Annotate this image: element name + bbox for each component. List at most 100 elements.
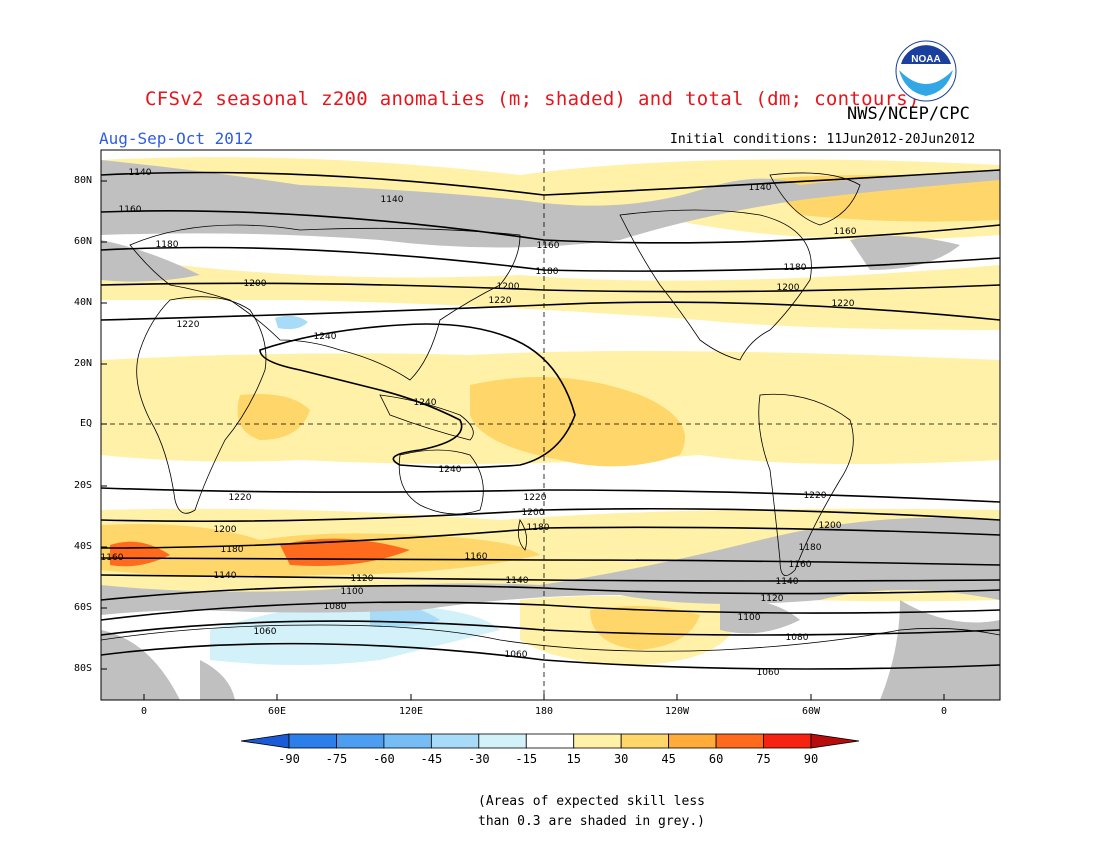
contour-label: 1160 (101, 553, 124, 563)
latitude-label: 40S (73, 541, 92, 552)
contour-1140-sh (101, 574, 1000, 582)
anomaly-negative-patch (275, 315, 308, 330)
contour-1080-sh (101, 620, 1000, 636)
footnote-line-1: (Areas of expected skill less (478, 794, 705, 809)
contour-label: 1140 (749, 183, 772, 193)
contour-label: 1200 (819, 521, 842, 531)
colorbar-tick-label: 45 (661, 752, 676, 766)
coastline-australia (398, 449, 484, 515)
colorbar-segment (383, 733, 432, 749)
map-frame (100, 149, 1001, 701)
contour-1140-nh (101, 169, 1000, 196)
low-skill-grey-area (101, 160, 1000, 248)
contour-label: 1200 (522, 508, 545, 518)
contour-1200-sh (101, 507, 1000, 523)
contour-1120-sh (101, 584, 1000, 601)
colorbar-tick-label: -15 (515, 752, 538, 766)
agency-label: NWS/NCEP/CPC (847, 104, 970, 124)
contour-1240 (259, 323, 576, 469)
coastline-eurasia (129, 224, 521, 381)
colorbar-segment (810, 733, 860, 749)
contour-label: 1060 (505, 650, 528, 660)
longitude-label: 120W (664, 706, 690, 717)
coastline-south-america (758, 393, 854, 577)
longitude-label: 180 (534, 706, 554, 717)
contour-label-group: 1140 1140 1140 1160 1160 1160 1180 1180 … (101, 168, 857, 678)
contour-1160-sh (101, 557, 1000, 566)
contour-label: 1160 (537, 241, 560, 251)
axis-ticks (101, 180, 945, 700)
contour-label: 1100 (341, 587, 364, 597)
longitude-label: 0 (940, 706, 948, 717)
longitude-label: 120E (398, 706, 424, 717)
colorbar-segment (763, 733, 812, 749)
coastline-africa (136, 296, 267, 514)
latitude-label: 80N (73, 175, 92, 186)
contour-label: 1160 (465, 552, 488, 562)
contour-label: 1160 (789, 560, 812, 570)
colorbar-tick-label: -30 (467, 752, 490, 766)
colorbar-tick-label: 75 (756, 752, 771, 766)
contour-1220-sh (101, 487, 1000, 503)
colorbar-tick-label: -45 (420, 752, 443, 766)
contour-label: 1220 (524, 493, 547, 503)
contour-1160-nh (101, 210, 1000, 244)
contour-label: 1180 (156, 240, 179, 250)
contour-label: 1220 (229, 493, 252, 503)
colorbar-tick-label: -90 (278, 752, 300, 766)
colorbar-segment (573, 733, 622, 749)
contour-label: 1120 (351, 574, 374, 584)
low-skill-grey-area (880, 600, 1000, 700)
contour-label: 1180 (784, 263, 807, 273)
logo-text: NOAA (911, 54, 940, 65)
contour-1180-sh (101, 526, 1000, 549)
colorbar-tick-label: 90 (803, 752, 819, 766)
colorbar-segment (430, 733, 480, 749)
longitude-label: 0 (140, 706, 148, 717)
contour-label: 1200 (777, 283, 800, 293)
contour-label: 1200 (497, 282, 520, 292)
contour-label: 1140 (129, 168, 152, 178)
latitude-label: EQ (79, 418, 92, 429)
contour-label: 1080 (324, 602, 347, 612)
contour-label: 1140 (214, 571, 237, 581)
contour-label: 1200 (244, 279, 267, 289)
contour-label: 1220 (177, 320, 200, 330)
contour-label: 1200 (214, 525, 237, 535)
contour-label: 1180 (799, 543, 822, 553)
contour-label: 1140 (506, 576, 529, 586)
coastline-antarctica (101, 624, 1000, 652)
low-skill-grey-area (101, 630, 180, 700)
contour-1220-nh (101, 301, 1000, 321)
initial-conditions-label: Initial conditions: 11Jun2012-20Jun2012 (670, 132, 976, 147)
colorbar-segment (478, 733, 527, 749)
contour-label: 1140 (776, 577, 799, 587)
contour-label: 1180 (527, 523, 550, 533)
anomaly-positive-patch (470, 377, 685, 467)
colorbar-segment (240, 733, 290, 749)
colorbar-tick-label: 30 (613, 752, 629, 766)
low-skill-grey-area (720, 599, 800, 634)
contour-label: 1220 (832, 299, 855, 309)
anomaly-positive-patch (237, 394, 310, 440)
contour-1100-sh (101, 601, 1000, 621)
anomaly-positive-patch (590, 606, 700, 650)
longitude-label: 60W (801, 706, 821, 717)
height-contours (101, 169, 1000, 670)
coastlines (101, 172, 1000, 652)
chart-title: CFSv2 seasonal z200 anomalies (m; shaded… (145, 88, 920, 110)
footnote-line-2: than 0.3 are shaded in grey.) (478, 814, 705, 829)
contour-label: 1240 (439, 465, 462, 475)
contour-label: 1160 (834, 227, 857, 237)
contour-label: 1220 (489, 296, 512, 306)
contour-label: 1100 (738, 613, 761, 623)
low-skill-grey-area (101, 517, 1000, 615)
contour-label: 1240 (414, 398, 437, 408)
latitude-label: 60N (73, 236, 92, 247)
skill-footnote: (Areas of expected skill less than 0.3 a… (478, 792, 705, 832)
contour-label: 1060 (757, 668, 780, 678)
colorbar-segment (715, 733, 764, 749)
contour-label: 1180 (536, 267, 559, 277)
colorbar-segment (288, 733, 337, 749)
